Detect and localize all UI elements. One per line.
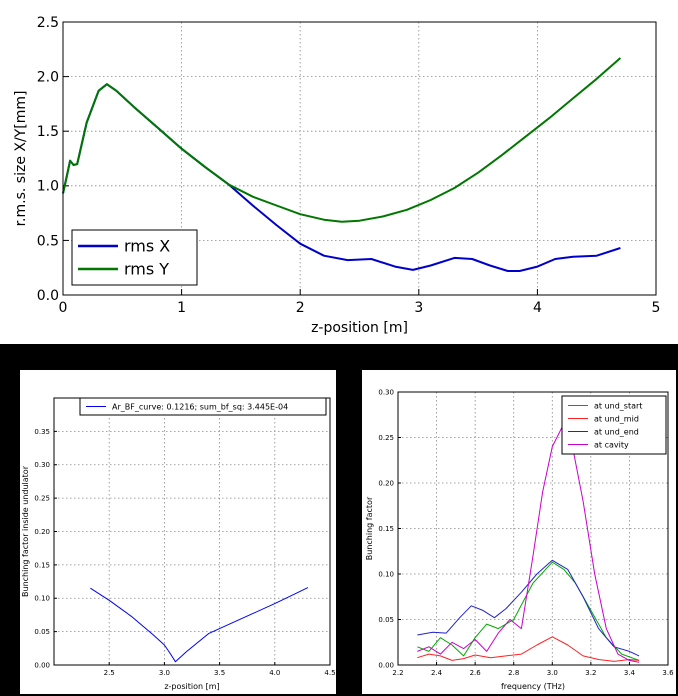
legend-label: at und_mid: [594, 414, 639, 423]
series-line-2: [417, 559, 640, 657]
x-tick-label: 3: [414, 300, 423, 316]
legend-label: rms X: [124, 237, 170, 256]
y-tick-label: 0.00: [378, 661, 394, 669]
x-axis-label: frequency (THz): [501, 682, 565, 691]
y-tick-label: 0.20: [378, 479, 394, 487]
y-tick-label: 0.30: [378, 388, 394, 396]
legend: Ar_BF_curve: 0.1216; sum_bf_sq: 3.445E-0…: [79, 397, 327, 416]
x-axis-label: z-position [m]: [311, 320, 408, 336]
y-axis-label: Bunching factor: [365, 496, 374, 560]
legend-box: [79, 397, 327, 416]
x-tick-label: 4.5: [324, 669, 335, 677]
x-tick-label: 3.6: [662, 669, 674, 677]
y-tick-label: 0.05: [378, 616, 394, 624]
y-tick-label: 0.35: [34, 428, 50, 436]
y-axis-label: r.m.s. size X/Y[mm]: [13, 91, 29, 227]
series-line-0: [417, 561, 640, 661]
chart-rms-size: 0 1 2 3 4 5 0.0 0.5 1.0 1.5 2.0 2.5 z-position [m] r.…: [0, 0, 678, 344]
y-tick-label: 2.0: [37, 70, 59, 86]
x-tick-label: 2.2: [392, 669, 403, 677]
x-tick-label: 3.0: [159, 669, 170, 677]
plot-area: 2.2 2.4 2.6 2.8 3.0 3.2 3.4 3.6 0.00 0.05 0.10 0.15…: [378, 388, 674, 677]
legend-label: Ar_BF_curve: 0.1216; sum_bf_sq: 3.445E-0…: [112, 402, 288, 411]
y-tick-label: 0.25: [34, 495, 50, 503]
series-line-3: [417, 427, 640, 663]
plot-frame: [397, 391, 669, 666]
y-tick-label: 0.10: [34, 595, 50, 603]
y-tick-label: 0.30: [34, 461, 50, 469]
plot-area: 2.5 3.0 3.5 4.0 4.5 0.00 0.05 0.10 0.15 0.20 0.25 0…: [34, 397, 336, 677]
x-tick-label: 1: [177, 300, 186, 316]
y-tick-label: 0.15: [34, 561, 50, 569]
y-tick-label: 0.15: [378, 525, 394, 533]
chart-background: [20, 370, 336, 694]
y-tick-label: 1.5: [37, 124, 59, 140]
x-tick-label: 3.2: [585, 669, 596, 677]
y-tick-label: 0.5: [37, 233, 59, 249]
y-tick-label: 0.20: [34, 528, 50, 536]
x-axis-label: z-position [m]: [164, 682, 219, 691]
y-tick-label: 0.10: [378, 570, 394, 578]
x-tick-label: 2.6: [470, 669, 482, 677]
plot-area: 0 1 2 3 4 5 0.0 0.5 1.0 1.5 2.0 2.5: [37, 15, 661, 316]
x-tick-label: 3.0: [547, 669, 558, 677]
legend: rms X rms Y: [71, 229, 198, 286]
x-tick-label: 2.8: [508, 669, 519, 677]
series-line-1: [417, 636, 640, 662]
legend-label: at cavity: [594, 440, 629, 449]
y-tick-label: 0.05: [34, 628, 50, 636]
x-tick-label: 3.4: [624, 669, 636, 677]
y-tick-label: 1.0: [37, 179, 59, 195]
x-tick-label: 2.4: [431, 669, 443, 677]
x-tick-label: 2.5: [104, 669, 115, 677]
legend-label: rms Y: [124, 260, 169, 279]
y-tick-label: 0.25: [378, 434, 394, 442]
figure-rms-size: 0 1 2 3 4 5 0.0 0.5 1.0 1.5 2.0 2.5 z-position [m] r.…: [0, 0, 678, 344]
y-tick-label: 2.5: [37, 15, 59, 31]
legend-label: at und_end: [594, 427, 639, 436]
series-line-1: [62, 57, 622, 223]
y-axis-label: Bunching factor inside undulator: [21, 465, 30, 597]
x-tick-label: 0: [59, 300, 68, 316]
x-tick-label: 5: [652, 300, 661, 316]
x-tick-label: 4.0: [269, 669, 280, 677]
x-tick-label: 2: [296, 300, 305, 316]
series-line-0: [90, 587, 309, 663]
legend-box: [71, 229, 198, 286]
chart-bunching-factor-frequency: 2.2 2.4 2.6 2.8 3.0 3.2 3.4 3.6 0.00 0.05 0.10 0.15…: [362, 370, 676, 694]
chart-bunching-factor-z: 2.5 3.0 3.5 4.0 4.5 0.00 0.05 0.10 0.15 0.20 0.25 0…: [20, 370, 336, 694]
chart-background: [0, 0, 678, 344]
plot-frame: [62, 21, 657, 296]
x-tick-label: 3.5: [214, 669, 225, 677]
y-tick-label: 0.00: [34, 661, 50, 669]
y-tick-label: 0.0: [37, 288, 59, 304]
figure-divider: [0, 344, 678, 358]
figure-bunching: 2.5 3.0 3.5 4.0 4.5 0.00 0.05 0.10 0.15 0.20 0.25 0…: [0, 358, 678, 696]
legend-label: at und_start: [594, 401, 642, 410]
x-tick-label: 4: [533, 300, 542, 316]
